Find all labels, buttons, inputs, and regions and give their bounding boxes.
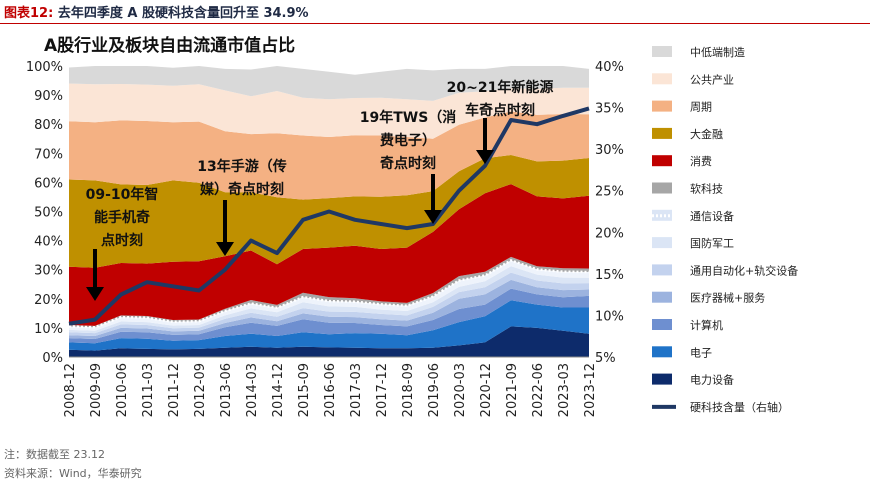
annotation-text: 13年手游（传 [197,158,286,175]
x-tick-label: 2019-06 [427,363,442,417]
legend-label: 大金融 [690,127,723,141]
right-tick-label: 25% [595,185,624,200]
x-tick-label: 2010-06 [115,363,130,417]
legend-label: 中低端制造 [690,45,745,59]
legend-swatch [652,373,672,385]
title-rule [0,23,870,24]
x-tick-label: 2014-12 [271,363,286,417]
left-tick-label: 30% [34,264,63,279]
x-tick-label: 2011-12 [167,363,182,417]
area-series-11 [69,111,589,200]
x-tick-label: 2023-03 [557,363,572,417]
left-tick-label: 50% [34,206,63,221]
left-tick-label: 0% [42,351,63,366]
right-tick-label: 30% [595,143,624,158]
hard-tech-line [68,106,590,326]
x-tick-label: 2017-03 [349,363,364,417]
legend-label: 计算机 [690,318,723,332]
x-tick-label: 2011-03 [141,363,156,417]
right-tick-label: 15% [595,268,624,283]
legend-swatch [652,291,672,303]
annotation-arrow-head [86,287,104,301]
x-tick-label: 2021-09 [505,363,520,417]
chart-title: A股行业及板块自由流通市值占比 [44,35,295,56]
annotation-text: 费电子） [380,132,436,149]
left-tick-label: 70% [34,147,63,162]
right-tick-label: 5% [595,351,616,366]
left-tick-label: 20% [34,293,63,308]
annotation-text: 能手机奇 [94,209,150,226]
right-tick-label: 35% [595,102,624,117]
annotation-arrow-head [424,210,442,224]
legend-label: 电子 [690,346,712,359]
x-tick-label: 2016-06 [323,363,338,417]
left-tick-label: 100% [26,60,63,75]
annotation-arrow-head [476,150,494,164]
area-series-12 [69,83,589,139]
x-tick-label: 2020-12 [479,363,494,417]
legend-swatch [652,73,672,85]
legend-label: 医疗器械+服务 [690,291,765,305]
x-tick-label: 2018-09 [401,363,416,417]
area-series-3 [69,288,589,344]
left-tick-label: 40% [34,235,63,250]
legend-swatch [652,237,672,249]
legend-swatch [652,100,672,112]
area-series-13 [69,66,589,101]
annotation-text: 媒）奇点时刻 [199,181,284,198]
annotation-text: 奇点时刻 [380,155,436,172]
x-tick-label: 2009-09 [89,363,104,417]
annotation-text: 点时刻 [101,232,143,249]
x-tick-label: 2022-06 [531,363,546,417]
legend-swatch [652,182,672,194]
right-tick-label: 40% [595,60,624,75]
legend-swatch [652,155,672,167]
x-tick-label: 2008-12 [63,363,78,417]
legend-swatch [652,319,672,330]
right-tick-label: 20% [595,226,624,241]
legend-swatch [652,346,672,358]
legend-label: 通信设备 [690,209,734,223]
x-tick-label: 2012-09 [193,363,208,417]
annotation-text: 09-10年智 [86,186,159,203]
left-tick-label: 10% [34,322,63,337]
x-tick-label: 2015-09 [297,363,312,417]
annotation-text: 车奇点时刻 [465,102,535,119]
legend-swatch [652,127,672,139]
figure-title-text: 去年四季度 A 股硬科技含量回升至 34.9% [57,6,309,21]
right-tick-label: 10% [595,309,624,324]
chart: A股行业及板块自由流通市值占比 0% 10% 20% 30% 40% 50% 60% 70% 80… [26,35,798,417]
legend-label: 国防军工 [690,236,734,250]
legend-label: 软科技 [690,182,723,196]
figure-title: 图表12: 去年四季度 A 股硬科技含量回升至 34.9% [4,2,309,21]
legend-label: 公共产业 [690,72,734,86]
figure-label: 图表12: [4,6,54,21]
annotation-arrow-head [216,242,234,256]
x-tick-label: 2023-12 [583,363,598,417]
left-tick-label: 90% [34,89,63,104]
data-note: 注：数据截至 23.12 [4,448,105,461]
annotation-text: 19年TWS（消 [360,109,457,126]
legend-label: 电力设备 [690,373,734,387]
source-note: 资料来源：Wind，华泰研究 [4,467,142,480]
legend-swatch [652,46,672,57]
legend-swatch [652,264,672,276]
legend-label: 消费 [690,154,712,168]
x-tick-label: 2017-12 [375,363,390,417]
area-series-1 [69,326,589,357]
x-tick-label: 2013-06 [219,363,234,417]
annotation-text: 20~21年新能源 [447,79,554,96]
legend-label: 通用自动化+轨交设备 [690,263,798,277]
x-tick-label: 2014-03 [245,363,260,417]
left-tick-label: 80% [34,118,63,133]
legend-label: 周期 [690,101,712,114]
comm-boundary-line [68,259,590,329]
area-series-2 [69,300,589,351]
left-tick-label: 60% [34,176,63,191]
x-tick-label: 2020-03 [453,363,468,417]
legend-line-label: 硬科技含量（右轴） [690,400,789,414]
